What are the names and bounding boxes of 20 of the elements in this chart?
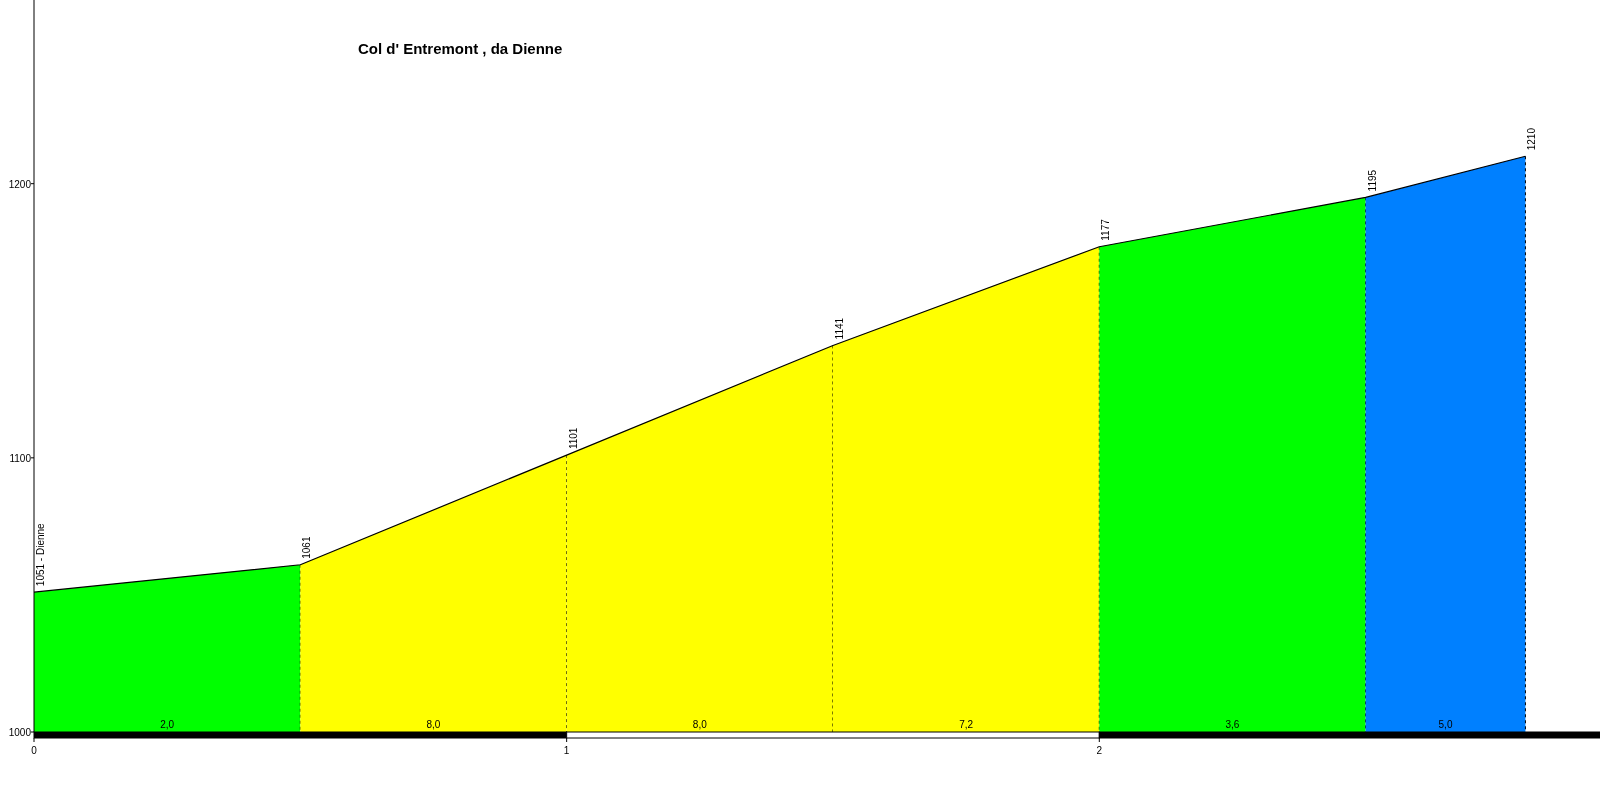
x-tick-label: 1: [563, 745, 570, 756]
annotation: 3,6: [1225, 719, 1240, 730]
y-tick-label: 1200: [8, 178, 32, 190]
data-label: 1141: [833, 317, 845, 340]
annotation: 5,0: [1438, 719, 1453, 730]
data-label: 1101: [567, 427, 579, 450]
annotation: 8,0: [426, 719, 441, 730]
x-tick-label: 2: [1096, 745, 1103, 756]
data-label: 1210: [1526, 127, 1538, 151]
data-label: 1195: [1366, 169, 1378, 192]
y-tick-label: 1000: [8, 727, 32, 738]
data-label: 1061: [301, 536, 313, 559]
data-label: 1177: [1100, 218, 1112, 241]
annotation: 8,0: [692, 719, 708, 730]
text: Col d' Entremont , da Dienne: [357, 40, 563, 57]
data-label: 1051 - Dienne: [35, 522, 46, 587]
annotation: 2,0: [160, 719, 175, 730]
annotation: 7,2: [959, 719, 974, 730]
y-tick-label: 1100: [9, 452, 32, 464]
x-tick-label: 0: [31, 745, 38, 756]
